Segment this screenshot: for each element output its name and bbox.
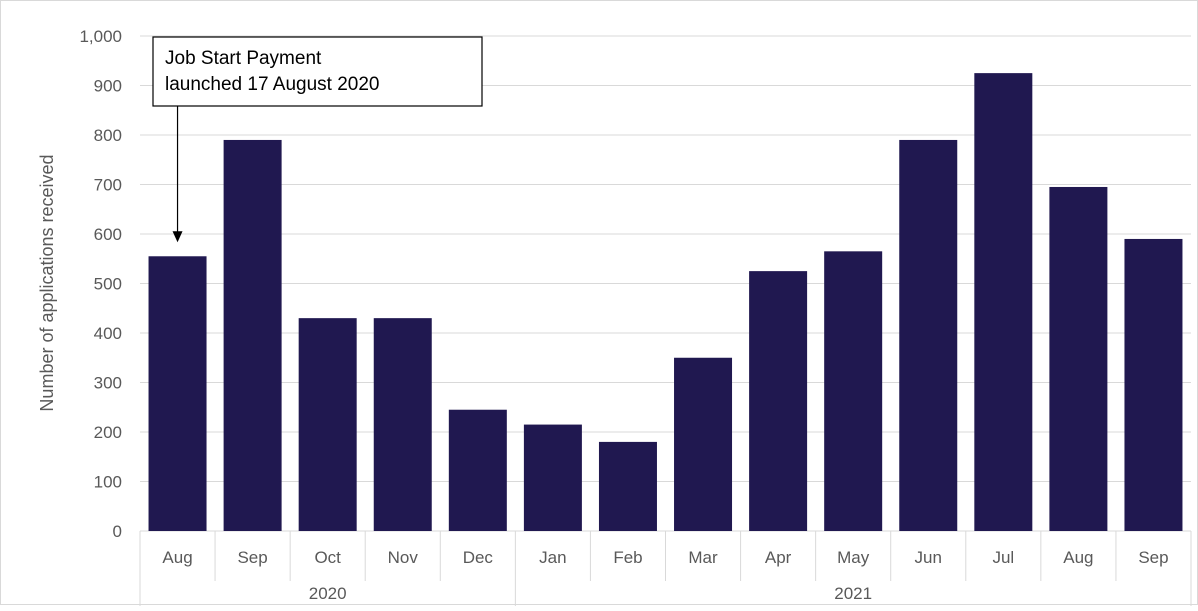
bar: [373, 318, 432, 531]
group-label: 2021: [834, 584, 872, 603]
y-tick-label: 1,000: [79, 27, 122, 46]
group-label: 2020: [309, 584, 347, 603]
bar: [223, 139, 282, 531]
bar: [749, 271, 808, 531]
y-tick-label: 800: [94, 126, 122, 145]
x-category-label: Aug: [1063, 548, 1093, 567]
bar: [148, 256, 207, 531]
y-axis-label: Number of applications received: [37, 154, 57, 411]
x-category-label: Jan: [539, 548, 566, 567]
x-category-label: Jul: [992, 548, 1014, 567]
y-tick-label: 500: [94, 275, 122, 294]
x-category-label: Mar: [688, 548, 718, 567]
bar: [1049, 186, 1108, 531]
bar: [1124, 238, 1183, 531]
x-category-label: Aug: [162, 548, 192, 567]
y-tick-label: 200: [94, 423, 122, 442]
gridlines: [140, 35, 1191, 532]
bar: [523, 424, 582, 531]
x-category-labels: Aug Sep Oct Nov Dec Jan Feb Mar Apr May Jun Jul Aug S…: [162, 548, 1168, 567]
x-category-label: Dec: [463, 548, 494, 567]
y-tick-label: 600: [94, 225, 122, 244]
bar: [974, 73, 1033, 531]
y-tick-label: 0: [113, 522, 122, 541]
bar: [824, 251, 883, 531]
x-category-label: Sep: [237, 548, 267, 567]
bar: [298, 318, 357, 531]
bar: [598, 441, 657, 531]
annotation: Job Start Payment launched 17 August 2020: [152, 36, 483, 243]
x-category-label: Apr: [765, 548, 792, 567]
axes: [139, 531, 1192, 606]
annotation-text: Job Start Payment: [165, 48, 322, 69]
x-category-label: May: [837, 548, 870, 567]
bar: [448, 409, 507, 531]
x-category-label: Oct: [314, 548, 341, 567]
y-tick-label: 300: [94, 374, 122, 393]
annotation-box: [152, 36, 483, 107]
x-category-label: Nov: [388, 548, 419, 567]
annotation-text: launched 17 August 2020: [165, 74, 379, 95]
y-tick-labels: 0 100 200 300 400 500 600 700 800 900 1,000: [79, 27, 122, 541]
bar: [899, 139, 958, 531]
bar: [674, 357, 733, 531]
y-tick-label: 400: [94, 324, 122, 343]
annotation-arrowhead: [172, 231, 183, 243]
y-tick-label: 100: [94, 473, 122, 492]
bars: [148, 73, 1183, 531]
x-category-label: Sep: [1138, 548, 1168, 567]
y-tick-label: 700: [94, 176, 122, 195]
x-group-labels: 2020 2021: [309, 584, 872, 603]
x-category-label: Jun: [915, 548, 942, 567]
y-tick-label: 900: [94, 77, 122, 96]
x-category-label: Feb: [613, 548, 642, 567]
